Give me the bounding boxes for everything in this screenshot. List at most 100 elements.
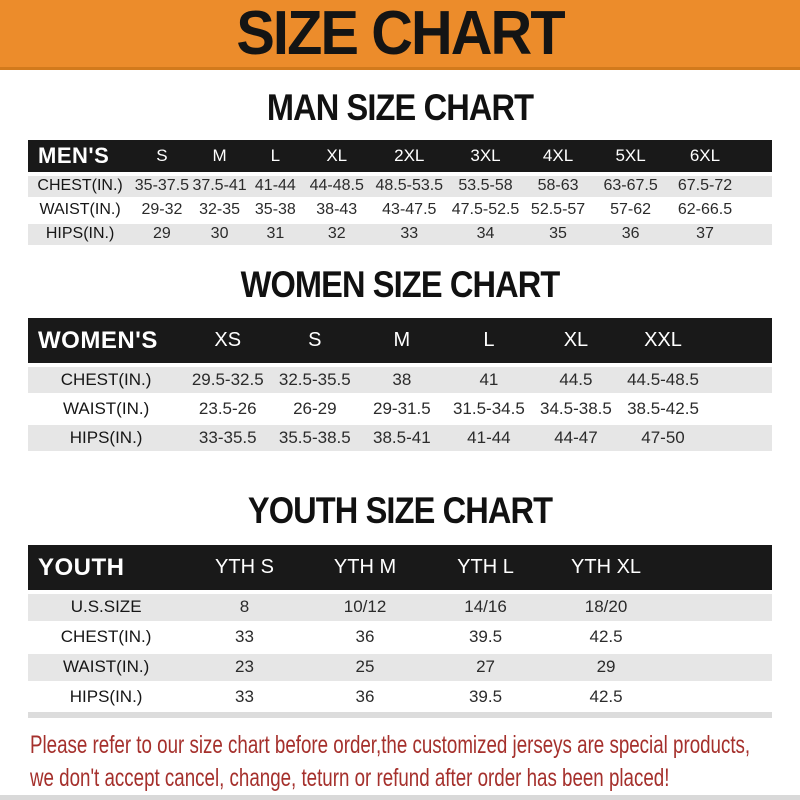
size-value-cell: 48.5-53.5 xyxy=(370,174,449,200)
size-value-cell: 35-38 xyxy=(247,198,304,224)
size-column-header: M xyxy=(191,140,248,176)
size-value-cell: 38.5-42.5 xyxy=(619,394,707,425)
table-category-cell: WOMEN'S xyxy=(28,318,185,367)
measurement-row: HIPS(IN.) 33 36 39.5 42.5 xyxy=(28,682,772,714)
size-value-cell: 36 xyxy=(593,222,668,248)
filler-cell xyxy=(666,592,772,624)
filler-cell xyxy=(666,652,772,684)
size-column-header: XS xyxy=(184,318,272,367)
size-value-cell: 35.5-38.5 xyxy=(271,423,359,454)
size-column-header: YTH L xyxy=(425,545,546,594)
size-column-header: XL xyxy=(303,140,371,176)
size-value-cell: 44.5-48.5 xyxy=(619,365,707,396)
size-column-header: XXL xyxy=(619,318,707,367)
size-column-header: 3XL xyxy=(448,140,523,176)
size-value-cell: 33 xyxy=(184,622,305,654)
size-value-cell: 38-43 xyxy=(303,198,371,224)
size-value-cell: 38.5-41 xyxy=(358,423,446,454)
section-title-youth: YOUTH SIZE CHART xyxy=(247,490,553,531)
row-label-cell: CHEST(IN.) xyxy=(28,174,133,200)
row-label-cell: WAIST(IN.) xyxy=(28,394,185,425)
measurement-row: WAIST(IN.) 23 25 27 29 xyxy=(28,652,772,684)
size-value-cell: 32-35 xyxy=(191,198,248,224)
measurement-row: U.S.SIZE 8 10/12 14/16 18/20 xyxy=(28,592,772,624)
filler-cell xyxy=(742,222,772,248)
size-value-cell: 41-44 xyxy=(247,174,304,200)
measurement-row: HIPS(IN.) 33-35.5 35.5-38.5 38.5-41 41-44 44-… xyxy=(28,423,772,454)
footer-note-line-1: Please refer to our size chart before or… xyxy=(30,731,751,759)
size-value-cell: 62-66.5 xyxy=(667,198,743,224)
size-value-cell: 33 xyxy=(370,222,449,248)
size-value-cell: 36 xyxy=(304,682,426,714)
size-value-cell: 37 xyxy=(667,222,743,248)
size-column-header: S xyxy=(132,140,192,176)
size-table: WOMEN'S XS S M L XL XXL CHEST(IN.) 29.5-32.5 32.5… xyxy=(28,318,772,454)
filler-cell xyxy=(666,545,772,594)
filler-cell xyxy=(742,174,772,200)
men-size-table: MEN'S S M L XL 2XL 3XL 4XL 5XL 6XL CHEST(IN.) 35-37… xyxy=(28,140,772,248)
table-category-cell: YOUTH xyxy=(28,545,185,594)
size-value-cell: 39.5 xyxy=(425,682,546,714)
size-value-cell: 32 xyxy=(303,222,371,248)
women-size-table: WOMEN'S XS S M L XL XXL CHEST(IN.) 29.5-32.5 32.5… xyxy=(28,318,772,454)
filler-cell xyxy=(666,622,772,654)
measurement-row: WAIST(IN.) 29-32 32-35 35-38 38-43 43-47.5 47.… xyxy=(28,198,772,224)
footer-note: Please refer to our size chart before or… xyxy=(30,730,790,794)
row-label-cell: CHEST(IN.) xyxy=(28,622,185,654)
row-label-cell: CHEST(IN.) xyxy=(28,365,185,396)
filler-cell xyxy=(666,682,772,714)
size-value-cell: 33 xyxy=(184,682,305,714)
size-column-header: YTH M xyxy=(304,545,426,594)
size-table: MEN'S S M L XL 2XL 3XL 4XL 5XL 6XL CHEST(IN.) 35-37… xyxy=(28,140,772,248)
size-column-header: S xyxy=(271,318,359,367)
size-column-header: 2XL xyxy=(370,140,449,176)
page-title: SIZE CHART xyxy=(236,0,565,68)
size-value-cell: 41-44 xyxy=(445,423,533,454)
size-column-header: XL xyxy=(532,318,620,367)
size-column-header: YTH S xyxy=(184,545,305,594)
table-category-cell: MEN'S xyxy=(28,140,133,176)
size-value-cell: 29.5-32.5 xyxy=(184,365,272,396)
measurement-row: HIPS(IN.) 29 30 31 32 33 34 35 36 37 xyxy=(28,222,772,248)
size-value-cell: 47-50 xyxy=(619,423,707,454)
size-value-cell: 25 xyxy=(304,652,426,684)
size-value-cell: 53.5-58 xyxy=(448,174,523,200)
size-column-header: M xyxy=(358,318,446,367)
size-value-cell: 42.5 xyxy=(545,622,667,654)
size-value-cell: 29-32 xyxy=(132,198,192,224)
size-value-cell: 36 xyxy=(304,622,426,654)
size-value-cell: 44-48.5 xyxy=(303,174,371,200)
size-value-cell: 42.5 xyxy=(545,682,667,714)
size-column-header: YTH XL xyxy=(545,545,667,594)
size-value-cell: 23.5-26 xyxy=(184,394,272,425)
size-value-cell: 44-47 xyxy=(532,423,620,454)
size-value-cell: 35-37.5 xyxy=(132,174,192,200)
size-value-cell: 57-62 xyxy=(593,198,668,224)
size-value-cell: 41 xyxy=(445,365,533,396)
size-column-header: 5XL xyxy=(593,140,668,176)
filler-cell xyxy=(706,394,772,425)
row-label-cell: WAIST(IN.) xyxy=(28,198,133,224)
size-value-cell: 18/20 xyxy=(545,592,667,624)
page-bottom-edge xyxy=(0,795,800,800)
measurement-row: CHEST(IN.) 29.5-32.5 32.5-35.5 38 41 44.5 44.5… xyxy=(28,365,772,396)
size-header-row: MEN'S S M L XL 2XL 3XL 4XL 5XL 6XL xyxy=(28,140,772,176)
measurement-row: CHEST(IN.) 35-37.5 37.5-41 41-44 44-48.5 48.5… xyxy=(28,174,772,200)
size-table: YOUTH YTH S YTH M YTH L YTH XL U.S.SIZE 8 10/12… xyxy=(28,545,772,714)
size-value-cell: 34.5-38.5 xyxy=(532,394,620,425)
size-value-cell: 32.5-35.5 xyxy=(271,365,359,396)
table-bottom-strip xyxy=(28,712,772,718)
size-value-cell: 44.5 xyxy=(532,365,620,396)
size-value-cell: 8 xyxy=(184,592,305,624)
measurement-row: WAIST(IN.) 23.5-26 26-29 29-31.5 31.5-34.5 34… xyxy=(28,394,772,425)
footer-note-line-2: we don't accept cancel, change, teturn o… xyxy=(30,764,670,792)
size-value-cell: 63-67.5 xyxy=(593,174,668,200)
section-title-women: WOMEN SIZE CHART xyxy=(240,264,561,305)
size-value-cell: 67.5-72 xyxy=(667,174,743,200)
size-chart-banner: SIZE CHART xyxy=(0,0,800,70)
filler-cell xyxy=(706,365,772,396)
size-value-cell: 29-31.5 xyxy=(358,394,446,425)
size-value-cell: 34 xyxy=(448,222,523,248)
row-label-cell: HIPS(IN.) xyxy=(28,222,133,248)
